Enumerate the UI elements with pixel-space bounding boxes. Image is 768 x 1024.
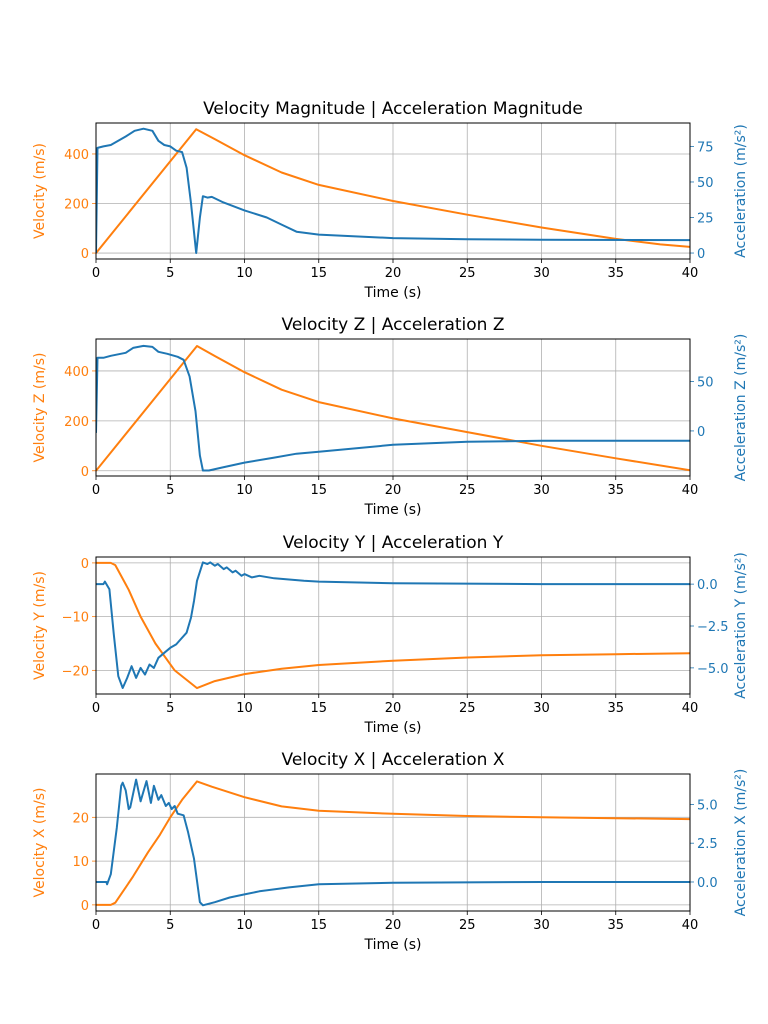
x-tick-label: 10 (236, 483, 253, 498)
right-y-axis-label: Acceleration Z (m/s²) (733, 334, 749, 482)
right-y-axis-label: Acceleration (m/s²) (733, 124, 749, 258)
x-tick-label: 10 (236, 266, 253, 281)
left-y-tick-label: 400 (64, 148, 89, 163)
x-tick-label: 0 (92, 266, 100, 281)
x-tick-label: 20 (385, 483, 402, 498)
velocity-series-line (96, 780, 690, 906)
left-y-tick-label: −20 (62, 664, 89, 679)
axes-frame (95, 556, 691, 695)
subplot-title: Velocity Y | Acceleration Y (283, 533, 504, 553)
x-axis-label: Time (s) (364, 720, 422, 736)
left-y-tick-label: 20 (72, 811, 89, 826)
x-tick-label: 30 (533, 701, 550, 716)
velocity-series-line (96, 561, 690, 690)
x-tick-label: 30 (533, 483, 550, 498)
right-y-tick-label: −2.5 (697, 620, 729, 635)
x-tick-label: 5 (166, 701, 174, 716)
acceleration-series-line (96, 127, 690, 254)
right-y-tick-label: 0 (697, 425, 705, 440)
subplot-3: 0 5 10 15 20 25 30 35 40 0 −10 −20 0.0 −2.5 −5.0 Veloci… (32, 533, 749, 736)
right-y-axis-label: Acceleration X (m/s²) (733, 769, 749, 917)
left-y-tick-label: 200 (64, 198, 89, 213)
right-y-tick-label: 2.5 (697, 837, 718, 852)
x-tick-label: 15 (310, 483, 327, 498)
left-y-tick-label: 0 (81, 557, 89, 572)
right-y-axis-label: Acceleration Y (m/s²) (733, 552, 749, 699)
acceleration-series-line (96, 778, 690, 907)
x-tick-label: 35 (607, 701, 624, 716)
x-axis-label: Time (s) (364, 502, 422, 518)
left-y-tick-label: 0 (81, 247, 89, 262)
left-y-tick-label: −10 (62, 611, 89, 626)
x-tick-label: 25 (459, 701, 476, 716)
x-tick-label: 30 (533, 918, 550, 933)
left-y-axis-label: Velocity Y (m/s) (32, 571, 48, 680)
x-axis-label: Time (s) (364, 937, 422, 953)
subplot-title: Velocity Z | Acceleration Z (282, 315, 505, 335)
left-y-tick-label: 200 (64, 415, 89, 430)
subplot-4: 0 5 10 15 20 25 30 35 40 0 10 20 0.0 2.5 5.0 Velocity X… (32, 750, 749, 953)
left-y-axis-label: Velocity Z (m/s) (32, 353, 48, 463)
x-tick-label: 15 (310, 266, 327, 281)
x-tick-label: 35 (607, 483, 624, 498)
x-tick-label: 25 (459, 918, 476, 933)
right-y-tick-label: 50 (697, 376, 714, 391)
right-y-tick-label: 5.0 (697, 798, 718, 813)
x-tick-label: 5 (166, 266, 174, 281)
right-y-tick-label: 75 (697, 140, 714, 155)
x-tick-label: 25 (459, 266, 476, 281)
x-tick-label: 0 (92, 701, 100, 716)
right-y-tick-label: 25 (697, 212, 714, 227)
x-tick-label: 10 (236, 701, 253, 716)
left-y-axis-label: Velocity (m/s) (32, 143, 48, 239)
subplot-title: Velocity X | Acceleration X (282, 750, 505, 770)
x-tick-label: 10 (236, 918, 253, 933)
x-tick-label: 20 (385, 701, 402, 716)
right-y-tick-label: 0.0 (697, 876, 718, 891)
x-tick-label: 20 (385, 266, 402, 281)
x-tick-label: 0 (92, 483, 100, 498)
velocity-series-line (96, 345, 690, 472)
x-tick-label: 20 (385, 918, 402, 933)
subplot-title: Velocity Magnitude | Acceleration Magnit… (203, 99, 583, 119)
x-tick-label: 40 (682, 701, 699, 716)
x-tick-label: 40 (682, 918, 699, 933)
x-tick-label: 35 (607, 266, 624, 281)
x-tick-label: 0 (92, 918, 100, 933)
left-y-axis-label: Velocity X (m/s) (32, 788, 48, 898)
x-tick-label: 15 (310, 918, 327, 933)
x-tick-label: 5 (166, 483, 174, 498)
x-tick-label: 15 (310, 701, 327, 716)
right-y-tick-label: 0 (697, 247, 705, 262)
acceleration-series-line (96, 561, 690, 689)
axes-frame (95, 773, 691, 912)
x-tick-label: 25 (459, 483, 476, 498)
left-y-tick-label: 0 (81, 899, 89, 914)
x-axis-label: Time (s) (364, 285, 422, 301)
axes-frame (95, 122, 691, 260)
acceleration-series-line (96, 344, 690, 472)
left-y-tick-label: 400 (64, 365, 89, 380)
x-tick-label: 40 (682, 483, 699, 498)
right-y-tick-label: 50 (697, 176, 714, 191)
left-y-tick-label: 0 (81, 465, 89, 480)
x-tick-label: 5 (166, 918, 174, 933)
right-y-tick-label: −5.0 (697, 662, 729, 677)
x-tick-label: 40 (682, 266, 699, 281)
left-y-tick-label: 10 (72, 855, 89, 870)
right-y-tick-label: 0.0 (697, 578, 718, 593)
axes-frame (95, 338, 691, 477)
x-tick-label: 35 (607, 918, 624, 933)
x-tick-label: 30 (533, 266, 550, 281)
